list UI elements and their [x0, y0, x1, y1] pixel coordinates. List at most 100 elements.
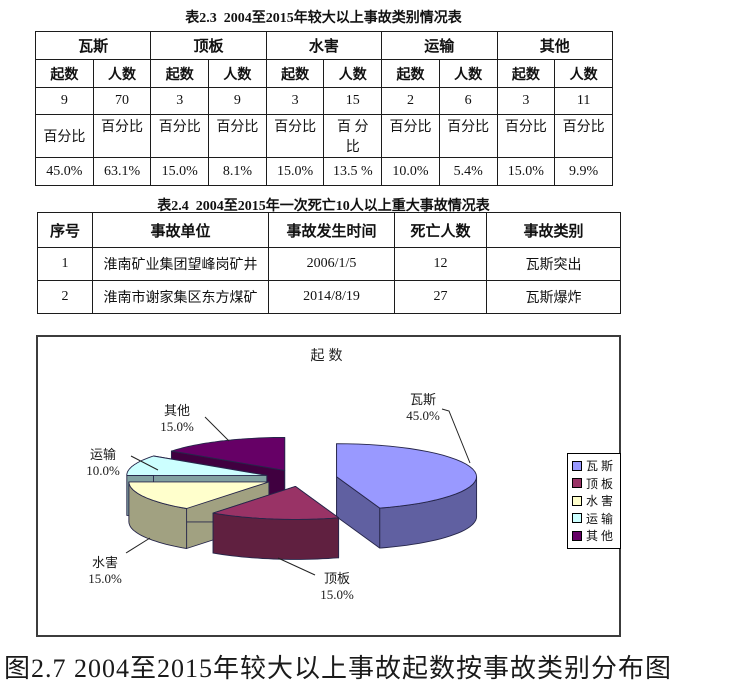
table-row: 1 淮南矿业集团望峰岗矿井 2006/1/5 12 瓦斯突出	[37, 247, 621, 281]
pie-slice-label-2: 水害 15.0%	[88, 555, 122, 586]
seq-cell: 2	[37, 280, 93, 314]
figure-caption: 图2.7 2004至2015年较大以上事故起数按事故类别分布图	[4, 654, 673, 683]
count-cell: 3	[150, 87, 210, 115]
pie-leader-line-0	[441, 408, 471, 464]
unit-cell: 淮南矿业集团望峰岗矿井	[92, 247, 269, 281]
sub-header: 人数	[554, 59, 613, 88]
pie-chart-panel: 起数 瓦斯 45.0% 顶板 15.0% 水害 15.0% 运输 10.0% 其他 15…	[36, 335, 622, 637]
legend-swatch-icon	[572, 495, 582, 506]
count-cell: 70	[92, 87, 152, 115]
percent-cell: 45.0%	[35, 157, 94, 186]
percent-cell: 8.1%	[208, 157, 267, 186]
group-header: 其他	[496, 31, 613, 60]
column-header: 死亡人数	[394, 212, 487, 248]
percent-label-cell: 百 分 比	[323, 114, 383, 158]
date-cell: 2014/8/19	[268, 280, 395, 314]
type-cell: 瓦斯爆炸	[486, 280, 621, 314]
pie-slice-label-1: 顶板 15.0%	[320, 571, 354, 602]
pie-slice-3-top	[126, 455, 268, 476]
type-cell: 瓦斯突出	[486, 247, 621, 281]
legend-swatch-icon	[572, 460, 582, 471]
seq-cell: 1	[37, 247, 93, 281]
table24-header-row: 序号 事故单位 事故发生时间 死亡人数 事故类别	[37, 212, 621, 248]
percent-cell: 15.0%	[150, 157, 210, 186]
group-header: 运输	[381, 31, 498, 60]
count-cell: 6	[438, 87, 498, 115]
percent-cell: 15.0%	[496, 157, 556, 186]
table23-percent-row: 45.0% 63.1% 15.0% 8.1% 15.0% 13.5 % 10.0…	[35, 157, 613, 186]
group-header: 瓦斯	[34, 31, 152, 60]
table-accident-types: 瓦斯 顶板 水害 运输 其他 起数 人数 起数 人数 起数 人数 起数 人数 起…	[34, 31, 613, 186]
legend-item-1: 顶板	[572, 475, 616, 493]
pie-slice-1-top	[212, 485, 340, 520]
sub-header: 人数	[208, 59, 267, 88]
date-cell: 2006/1/5	[268, 247, 395, 281]
legend-item-3: 运输	[572, 510, 616, 528]
count-cell: 2	[381, 87, 440, 115]
count-cell: 3	[496, 87, 556, 115]
column-header: 事故发生时间	[268, 212, 395, 248]
legend-label: 运输	[586, 511, 617, 526]
pie-slice-label-3: 运输 10.0%	[86, 447, 120, 478]
legend-item-4: 其他	[572, 527, 616, 545]
table-major-accidents: 序号 事故单位 事故发生时间 死亡人数 事故类别 1 淮南矿业集团望峰岗矿井 2…	[37, 212, 621, 314]
table24-title: 表2.4 2004至2015年一次死亡10人以上重大事故情况表	[157, 199, 490, 214]
group-header: 顶板	[150, 31, 267, 60]
pie-slice-1-rim	[212, 512, 340, 560]
count-cell: 3	[265, 87, 325, 115]
sub-header: 人数	[438, 59, 498, 88]
sub-header: 人数	[92, 59, 152, 88]
count-cell: 11	[554, 87, 613, 115]
pie-slice-4-top	[170, 436, 286, 471]
percent-cell: 13.5 %	[323, 157, 383, 186]
percent-cell: 5.4%	[438, 157, 498, 186]
percent-cell: 63.1%	[92, 157, 152, 186]
count-cell: 15	[323, 87, 383, 115]
pie-3d-chart	[125, 408, 478, 576]
legend-label: 瓦斯	[586, 459, 617, 474]
percent-label-cell: 百分比	[381, 114, 440, 158]
table23-count-row: 9 70 3 9 3 15 2 6 3 11	[35, 87, 613, 115]
percent-cell: 10.0%	[381, 157, 440, 186]
percent-cell: 15.0%	[265, 157, 325, 186]
legend-label: 顶板	[586, 476, 617, 491]
percent-label-cell: 百分比	[438, 114, 498, 158]
table23-percent-label-row: 百分比 百分比 百分比 百分比 百分比 百 分 比 百分比 百分比 百分比 百分…	[35, 114, 613, 158]
table23-group-header-row: 瓦斯 顶板 水害 运输 其他	[34, 31, 613, 60]
deaths-cell: 27	[394, 280, 487, 314]
percent-label-cell: 百分比	[92, 114, 152, 158]
percent-label-cell: 百分比	[265, 114, 325, 158]
chart-title: 起数	[310, 349, 347, 364]
table-row: 2 淮南市谢家集区东方煤矿 2014/8/19 27 瓦斯爆炸	[37, 280, 621, 314]
column-header: 事故类别	[486, 212, 621, 248]
count-cell: 9	[35, 87, 94, 115]
table23-title: 表2.3 2004至2015年较大以上事故类别情况表	[185, 11, 462, 26]
legend-item-0: 瓦斯	[572, 457, 616, 475]
pie-leader-line-3	[130, 455, 159, 471]
pie-slice-2-top	[128, 481, 270, 509]
percent-label-cell: 百分比	[554, 114, 613, 158]
pie-slice-label-0: 瓦斯 45.0%	[406, 392, 440, 423]
pie-leader-line-1	[277, 557, 316, 576]
pie-slice-0-top	[336, 443, 478, 509]
sub-header: 起数	[150, 59, 210, 88]
unit-cell: 淮南市谢家集区东方煤矿	[92, 280, 269, 314]
legend-swatch-icon	[572, 478, 582, 489]
percent-label-cell: 百分比	[496, 114, 556, 158]
sub-header: 起数	[35, 59, 94, 88]
column-header: 事故单位	[92, 212, 269, 248]
sub-header: 起数	[265, 59, 325, 88]
pie-leader-line-2	[125, 537, 151, 554]
percent-label-cell: 百分比	[35, 114, 94, 158]
percent-cell: 9.9%	[554, 157, 613, 186]
pie-leader-line-4	[204, 416, 230, 442]
count-cell: 9	[208, 87, 267, 115]
column-header: 序号	[37, 212, 93, 248]
legend-item-2: 水害	[572, 492, 616, 510]
percent-label-cell: 百分比	[150, 114, 210, 158]
legend-swatch-icon	[572, 530, 582, 541]
group-header: 水害	[265, 31, 383, 60]
deaths-cell: 12	[394, 247, 487, 281]
table23-sub-header-row: 起数 人数 起数 人数 起数 人数 起数 人数 起数 人数	[35, 59, 613, 88]
sub-header: 人数	[323, 59, 383, 88]
